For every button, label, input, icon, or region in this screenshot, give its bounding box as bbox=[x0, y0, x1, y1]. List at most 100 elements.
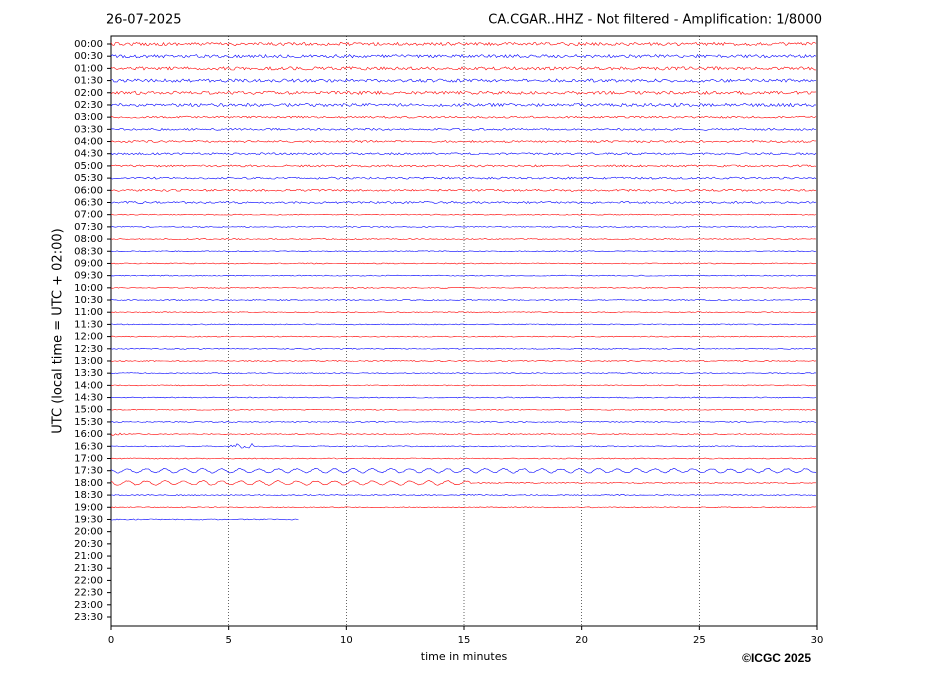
trace bbox=[110, 274, 817, 277]
y-tick-label: 03:00 bbox=[74, 112, 103, 123]
y-tick-label: 02:30 bbox=[74, 100, 103, 111]
y-tick-label: 09:30 bbox=[74, 271, 103, 282]
x-tick-label: 15 bbox=[458, 635, 471, 646]
trace bbox=[110, 90, 817, 96]
trace bbox=[111, 442, 817, 449]
y-tick-label: 17:00 bbox=[74, 454, 103, 465]
trace bbox=[110, 140, 817, 143]
y-tick-label: 11:00 bbox=[74, 307, 103, 318]
y-tick-label: 21:00 bbox=[74, 551, 103, 562]
y-tick-label: 10:00 bbox=[74, 283, 103, 294]
trace bbox=[110, 335, 817, 338]
y-tick-label: 21:30 bbox=[74, 563, 103, 574]
y-tick-label: 13:00 bbox=[74, 356, 103, 367]
trace bbox=[110, 164, 817, 168]
x-tick-label: 30 bbox=[811, 635, 824, 646]
y-tick-label: 07:30 bbox=[74, 222, 103, 233]
y-tick-label: 18:00 bbox=[74, 478, 103, 489]
trace bbox=[110, 152, 817, 156]
y-tick-label: 13:30 bbox=[74, 368, 103, 379]
y-tick-label: 07:00 bbox=[74, 210, 103, 221]
chart-title: CA.CGAR..HHZ - Not filtered - Amplificat… bbox=[488, 13, 822, 28]
trace bbox=[110, 188, 817, 192]
y-tick-label: 12:30 bbox=[74, 344, 103, 355]
credit: ©ICGC 2025 bbox=[742, 651, 811, 665]
y-tick-label: 19:30 bbox=[74, 514, 103, 525]
y-axis-label: UTC (local time = UTC + 02:00) bbox=[51, 228, 66, 433]
y-tick-label: 06:30 bbox=[74, 197, 103, 208]
trace bbox=[110, 384, 817, 387]
trace bbox=[111, 323, 817, 326]
trace bbox=[110, 66, 816, 71]
trace bbox=[110, 176, 817, 180]
y-tick-label: 15:00 bbox=[74, 405, 103, 416]
trace bbox=[110, 201, 817, 204]
trace bbox=[110, 238, 817, 240]
y-tick-label: 01:00 bbox=[74, 63, 103, 74]
trace bbox=[110, 372, 817, 375]
trace bbox=[110, 347, 817, 350]
trace bbox=[110, 262, 816, 265]
trace bbox=[110, 115, 817, 119]
trace bbox=[110, 250, 817, 253]
y-tick-label: 18:30 bbox=[74, 490, 103, 501]
x-tick-label: 20 bbox=[575, 635, 588, 646]
y-tick-label: 08:30 bbox=[74, 246, 103, 257]
trace bbox=[110, 286, 817, 289]
trace bbox=[110, 360, 817, 362]
y-tick-label: 00:00 bbox=[74, 39, 103, 50]
y-tick-label: 06:00 bbox=[74, 185, 103, 196]
trace bbox=[110, 457, 817, 460]
y-tick-label: 16:30 bbox=[74, 441, 103, 452]
trace bbox=[110, 408, 817, 411]
x-tick-label: 5 bbox=[225, 635, 231, 646]
trace bbox=[110, 432, 817, 436]
trace bbox=[110, 41, 817, 47]
y-tick-label: 10:30 bbox=[74, 295, 103, 306]
y-tick-label: 16:00 bbox=[74, 429, 103, 440]
y-tick-label: 14:30 bbox=[74, 393, 103, 404]
x-axis-label: time in minutes bbox=[421, 650, 508, 663]
y-tick-label: 02:00 bbox=[74, 88, 103, 99]
trace bbox=[110, 311, 817, 314]
trace bbox=[110, 102, 817, 108]
x-tick-label: 10 bbox=[340, 635, 353, 646]
trace bbox=[110, 78, 817, 83]
y-tick-label: 09:00 bbox=[74, 258, 103, 269]
date: 26-07-2025 bbox=[106, 13, 182, 28]
trace bbox=[110, 213, 817, 216]
y-tick-label: 15:30 bbox=[74, 417, 103, 428]
y-tick-label: 20:00 bbox=[74, 527, 103, 538]
y-tick-label: 03:30 bbox=[74, 124, 103, 135]
trace bbox=[111, 299, 817, 301]
y-tick-label: 19:00 bbox=[74, 502, 103, 513]
trace bbox=[110, 127, 817, 131]
y-tick-label: 22:30 bbox=[74, 588, 103, 599]
y-tick-label: 23:30 bbox=[74, 612, 103, 623]
trace bbox=[110, 467, 817, 474]
trace bbox=[110, 396, 817, 399]
y-tick-label: 00:30 bbox=[74, 51, 103, 62]
x-tick-label: 25 bbox=[693, 635, 706, 646]
trace bbox=[110, 518, 299, 521]
y-tick-label: 04:00 bbox=[74, 137, 103, 148]
y-tick-label: 17:30 bbox=[74, 466, 103, 477]
y-tick-label: 11:30 bbox=[74, 319, 103, 330]
y-tick-label: 08:00 bbox=[74, 234, 103, 245]
y-tick-label: 23:00 bbox=[74, 600, 103, 611]
trace bbox=[110, 53, 817, 59]
y-tick-label: 22:00 bbox=[74, 575, 103, 586]
trace bbox=[110, 226, 817, 228]
y-tick-label: 05:30 bbox=[74, 173, 103, 184]
y-tick-label: 04:30 bbox=[74, 149, 103, 160]
y-tick-label: 12:00 bbox=[74, 332, 103, 343]
y-tick-label: 05:00 bbox=[74, 161, 103, 172]
y-tick-label: 01:30 bbox=[74, 76, 103, 87]
trace bbox=[111, 494, 817, 496]
y-tick-label: 14:00 bbox=[74, 380, 103, 391]
x-tick-label: 0 bbox=[108, 635, 114, 646]
trace bbox=[110, 506, 817, 509]
y-tick-label: 20:30 bbox=[74, 539, 103, 550]
